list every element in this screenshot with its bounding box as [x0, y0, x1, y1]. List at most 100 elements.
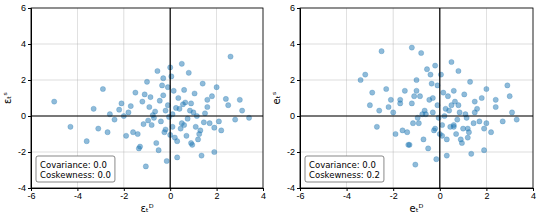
point — [412, 94, 417, 99]
point — [193, 124, 198, 129]
point — [188, 101, 193, 106]
point — [409, 101, 414, 106]
points — [52, 54, 252, 169]
point — [161, 76, 166, 81]
point — [84, 139, 89, 144]
point — [91, 106, 96, 111]
x-axis-label: εₜᴰ — [140, 203, 153, 214]
annotation: Covariance: 0.0 — [309, 160, 376, 170]
figure: -6-4-2024-4-20246εₜᴰεₜˢCovariance: 0.0Co… — [0, 0, 541, 216]
point — [363, 72, 368, 77]
point — [154, 140, 159, 145]
annotation: Covariance: 0.0 — [40, 160, 107, 170]
point — [149, 122, 154, 127]
point — [133, 90, 138, 95]
point — [119, 101, 124, 106]
point — [147, 104, 152, 109]
point — [199, 153, 204, 158]
tick-label: -2 — [390, 191, 398, 201]
point — [384, 86, 389, 91]
grid — [300, 8, 533, 188]
grid-line — [216, 8, 217, 188]
point — [240, 108, 245, 113]
point — [488, 130, 493, 135]
point — [434, 157, 439, 162]
tick-label: 2 — [21, 75, 26, 85]
point — [454, 131, 459, 136]
tick: 4 — [261, 188, 266, 201]
point — [414, 88, 419, 93]
tick: -4 — [287, 183, 300, 193]
point — [187, 108, 192, 113]
tick-label: 0 — [21, 111, 26, 121]
point — [413, 162, 418, 167]
point — [140, 99, 145, 104]
panel: -6-4-2024-4-20246eₜᴰeₜˢCovariance: 0.0Co… — [271, 3, 536, 214]
tick: -6 — [27, 188, 35, 201]
panel: -6-4-2024-4-20246εₜᴰεₜˢCovariance: 0.0Co… — [2, 3, 266, 214]
point — [507, 94, 512, 99]
point — [141, 122, 146, 127]
tick: 0 — [21, 111, 31, 121]
point — [428, 72, 433, 77]
tick-label: 0 — [438, 191, 443, 201]
point — [182, 87, 187, 92]
point — [223, 96, 228, 101]
annotation-box: Covariance: 0.0Coskewness: 0.2 — [305, 156, 384, 182]
point — [493, 97, 498, 102]
tick-label: -2 — [287, 147, 295, 157]
point — [430, 95, 435, 100]
point — [402, 88, 407, 93]
point — [430, 110, 435, 115]
tick-mark — [297, 8, 300, 9]
point — [173, 105, 178, 110]
tick-mark — [28, 116, 31, 117]
tick-label: 2 — [484, 191, 489, 201]
annotation-frame — [305, 156, 384, 182]
tick: 2 — [21, 75, 31, 85]
point — [481, 148, 486, 153]
point — [451, 88, 456, 93]
point — [444, 153, 449, 158]
point — [136, 146, 141, 151]
grid-line — [170, 8, 171, 188]
point — [148, 95, 153, 100]
grid-line — [300, 116, 533, 117]
point — [406, 142, 411, 147]
point — [466, 130, 471, 135]
point — [96, 126, 101, 131]
frame — [300, 8, 533, 188]
tick-label: 4 — [261, 191, 266, 201]
tick: -2 — [120, 188, 128, 201]
tick-label: -4 — [287, 183, 295, 193]
point — [374, 124, 379, 129]
point — [505, 83, 510, 88]
zero-line — [170, 8, 171, 188]
tick: -6 — [296, 188, 304, 201]
axis-line — [301, 189, 534, 192]
point — [441, 90, 446, 95]
point — [377, 108, 382, 113]
tick-mark — [28, 44, 31, 45]
point — [479, 95, 484, 100]
point — [433, 63, 438, 68]
point — [474, 106, 479, 111]
tick: -2 — [18, 147, 31, 157]
point — [481, 126, 486, 131]
zero-line — [439, 8, 440, 188]
point — [422, 108, 427, 113]
point — [163, 108, 168, 113]
zero-line — [300, 115, 533, 116]
point — [214, 85, 219, 90]
tick-mark — [28, 188, 31, 189]
point — [52, 99, 57, 104]
tick-label: 6 — [21, 3, 26, 13]
point — [219, 128, 224, 133]
point — [414, 77, 419, 82]
point — [175, 155, 180, 160]
point — [195, 137, 200, 142]
point — [449, 59, 454, 64]
grid-line — [123, 8, 124, 188]
tick-label: 6 — [290, 3, 295, 13]
points — [358, 45, 519, 167]
